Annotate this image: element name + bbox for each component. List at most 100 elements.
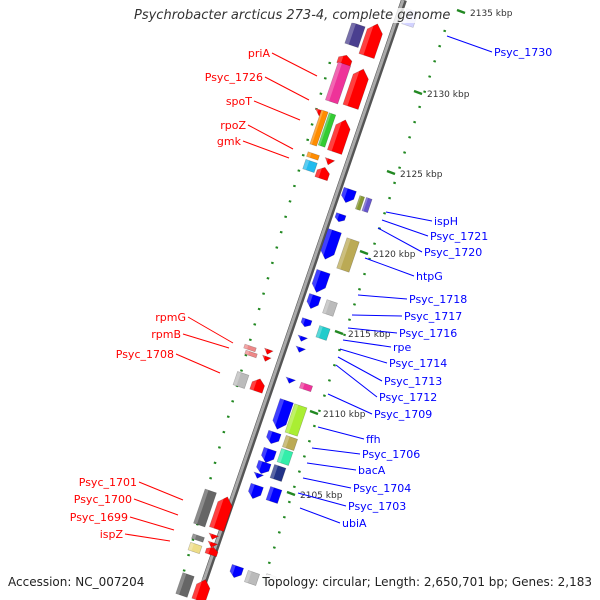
gene-feature[interactable] [314, 165, 331, 182]
gene-feature[interactable] [298, 381, 314, 393]
label-leader-line [182, 333, 230, 349]
gene-feature[interactable] [191, 577, 212, 600]
outer-dotted-ring [260, 29, 447, 586]
gene-feature[interactable] [306, 151, 320, 161]
label-leader-line [138, 481, 184, 501]
reverse-gene-label[interactable]: bacA [358, 464, 386, 477]
gene-feature[interactable] [339, 186, 357, 204]
gene-feature[interactable] [249, 376, 266, 394]
label-leader-line [297, 492, 347, 507]
tick-mark [309, 409, 319, 416]
gene-feature[interactable] [325, 61, 351, 105]
label-leader-line [187, 316, 234, 344]
gene-feature[interactable] [232, 371, 250, 389]
gene-feature[interactable] [342, 66, 371, 110]
gene-feature[interactable] [191, 533, 205, 543]
label-leader-line [302, 477, 352, 489]
gene-feature[interactable] [254, 459, 272, 476]
gene-feature[interactable] [265, 486, 283, 504]
gene-feature[interactable] [259, 446, 277, 464]
gene-feature[interactable] [305, 293, 322, 310]
forward-gene-label[interactable]: Psyc_1726 [205, 71, 263, 84]
gene-feature[interactable] [260, 354, 272, 363]
gene-feature[interactable] [322, 299, 338, 317]
gene-feature[interactable] [294, 345, 307, 354]
forward-gene-label[interactable]: Psyc_1701 [79, 476, 137, 489]
gene-feature[interactable] [282, 435, 298, 451]
gene-feature[interactable] [318, 228, 342, 262]
gene-feature[interactable] [244, 570, 260, 586]
forward-gene-label[interactable]: rpmG [155, 311, 186, 324]
forward-gene-label[interactable]: Psyc_1699 [70, 511, 128, 524]
gene-feature[interactable] [336, 237, 360, 273]
reverse-gene-label[interactable]: Psyc_1720 [424, 246, 482, 259]
reverse-gene-label[interactable]: Psyc_1703 [348, 500, 406, 513]
label-leader-line [347, 327, 398, 334]
reverse-gene-label[interactable]: Psyc_1706 [362, 448, 420, 461]
gene-feature[interactable] [204, 545, 219, 558]
gene-feature[interactable] [296, 334, 309, 343]
reverse-gene-label[interactable]: Psyc_1712 [379, 391, 437, 404]
gene-feature[interactable] [276, 448, 294, 466]
reverse-gene-label[interactable]: Psyc_1718 [409, 293, 467, 306]
gene-feature[interactable] [344, 21, 366, 49]
reverse-gene-label[interactable]: Psyc_1721 [430, 230, 488, 243]
gene-feature[interactable] [269, 464, 287, 482]
gene-feature[interactable] [309, 109, 329, 147]
gene-feature[interactable] [252, 471, 265, 480]
gene-feature[interactable] [284, 376, 297, 385]
gene-feature[interactable] [244, 349, 258, 359]
gene-feature[interactable] [315, 325, 331, 341]
label-leader-line [129, 516, 175, 531]
gene-feature[interactable] [354, 195, 366, 211]
forward-gene-label[interactable]: rpmB [151, 328, 181, 341]
gene-feature[interactable] [264, 429, 282, 446]
label-leader-line [381, 219, 429, 237]
genome-summary-text: Topology: circular; Length: 2,650,701 bp… [262, 575, 592, 589]
gene-feature[interactable] [309, 268, 331, 294]
gene-feature[interactable] [284, 403, 308, 437]
reverse-gene-label[interactable]: Psyc_1704 [353, 482, 411, 495]
gene-feature[interactable] [333, 212, 347, 224]
gene-feature[interactable] [327, 117, 352, 155]
gene-feature[interactable] [270, 398, 294, 432]
gene-feature[interactable] [358, 21, 385, 60]
reverse-gene-label[interactable]: ubiA [342, 517, 367, 530]
gene-feature[interactable] [302, 158, 318, 174]
gene-feature[interactable] [175, 572, 195, 598]
gene-feature[interactable] [246, 482, 264, 500]
gene-feature[interactable] [207, 532, 220, 541]
gene-feature[interactable] [206, 540, 219, 549]
gene-feature[interactable] [262, 347, 274, 356]
label-leader-line [357, 294, 408, 300]
reverse-gene-label[interactable]: Psyc_1713 [384, 375, 442, 388]
forward-gene-label[interactable]: priA [248, 47, 271, 60]
gene-feature[interactable] [361, 197, 373, 213]
reverse-gene-label[interactable]: rpe [393, 341, 412, 354]
gene-feature[interactable] [243, 343, 257, 353]
forward-gene-label[interactable]: Psyc_1708 [116, 348, 174, 361]
reverse-gene-label[interactable]: htpG [416, 270, 443, 283]
forward-gene-label[interactable]: ispZ [100, 528, 124, 541]
reverse-gene-label[interactable]: Psyc_1716 [399, 327, 457, 340]
reverse-gene-label[interactable]: ispH [434, 215, 458, 228]
gene-feature[interactable] [317, 112, 337, 148]
forward-gene-label[interactable]: Psyc_1700 [74, 493, 132, 506]
gene-feature[interactable] [193, 488, 217, 528]
reverse-gene-label[interactable]: Psyc_1714 [389, 357, 447, 370]
reverse-gene-label[interactable]: ffh [366, 433, 381, 446]
gene-feature[interactable] [336, 53, 353, 68]
reverse-gene-label[interactable]: Psyc_1717 [404, 310, 462, 323]
gene-feature[interactable] [209, 494, 234, 532]
forward-gene-label[interactable]: spoT [226, 95, 252, 108]
label-leader-line [253, 100, 301, 121]
forward-gene-label[interactable]: gmk [217, 135, 242, 148]
gene-feature[interactable] [299, 317, 313, 329]
gene-feature[interactable] [187, 541, 203, 555]
gene-feature[interactable] [228, 564, 244, 579]
reverse-gene-label[interactable]: Psyc_1709 [374, 408, 432, 421]
gene-feature[interactable] [323, 157, 336, 167]
forward-gene-label[interactable]: rpoZ [220, 119, 246, 132]
reverse-gene-label[interactable]: Psyc_1730 [494, 46, 552, 59]
accession-text: Accession: NC_007204 [8, 575, 145, 589]
